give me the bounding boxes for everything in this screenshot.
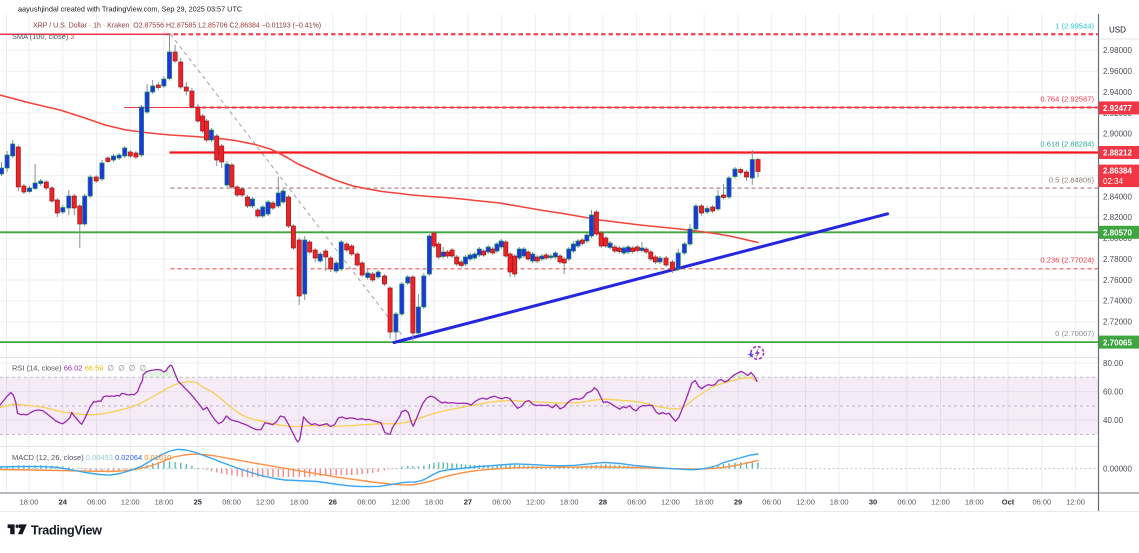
svg-text:0.00000: 0.00000 (1103, 464, 1132, 473)
svg-text:USD: USD (1109, 26, 1126, 35)
svg-text:18:00: 18:00 (20, 498, 39, 507)
svg-text:29: 29 (734, 498, 742, 507)
svg-text:18:00: 18:00 (155, 498, 174, 507)
svg-text:RSI (14, close) 66.02 66.59 ∅: RSI (14, close) 66.02 66.59 ∅ ∅ ∅ ∅ (12, 364, 147, 373)
svg-text:1 (2.99544): 1 (2.99544) (1055, 22, 1094, 31)
svg-text:XRP / U.S. Dollar · 1h · Krake: XRP / U.S. Dollar · 1h · Kraken O2.87556… (33, 22, 321, 29)
svg-text:28: 28 (599, 498, 607, 507)
svg-text:27: 27 (464, 498, 472, 507)
svg-text:2.88212: 2.88212 (1103, 149, 1132, 158)
svg-text:2.70065: 2.70065 (1103, 338, 1132, 347)
svg-text:24: 24 (59, 498, 68, 507)
svg-text:MACD (12, 26, close) 0.00453 0: MACD (12, 26, close) 0.00453 0.02064 0.0… (12, 453, 171, 462)
svg-text:0 (2.70067): 0 (2.70067) (1055, 329, 1094, 338)
svg-text:2.80570: 2.80570 (1103, 229, 1132, 238)
svg-text:SMA (100, close) 3: SMA (100, close) 3 (12, 32, 74, 41)
svg-text:06:00: 06:00 (762, 498, 781, 507)
svg-text:18:00: 18:00 (695, 498, 714, 507)
svg-text:12:00: 12:00 (121, 498, 140, 507)
svg-text:06:00: 06:00 (1032, 498, 1051, 507)
svg-text:06:00: 06:00 (492, 498, 511, 507)
svg-text:06:00: 06:00 (897, 498, 916, 507)
svg-text:06:00: 06:00 (627, 498, 646, 507)
svg-text:12:00: 12:00 (796, 498, 815, 507)
svg-text:06:00: 06:00 (357, 498, 376, 507)
svg-text:12:00: 12:00 (931, 498, 950, 507)
svg-text:12:00: 12:00 (391, 498, 410, 507)
svg-text:2.76000: 2.76000 (1103, 276, 1132, 285)
svg-text:2.96000: 2.96000 (1103, 67, 1132, 76)
svg-text:Oct: Oct (1002, 498, 1015, 507)
svg-text:0.236 (2.77024): 0.236 (2.77024) (1040, 256, 1094, 265)
svg-text:18:00: 18:00 (830, 498, 849, 507)
svg-text:0.764 (2.92587): 0.764 (2.92587) (1040, 95, 1094, 104)
svg-text:2.82000: 2.82000 (1103, 213, 1132, 222)
svg-text:18:00: 18:00 (560, 498, 579, 507)
svg-text:25: 25 (194, 498, 202, 507)
svg-text:2.86384: 2.86384 (1103, 167, 1132, 176)
svg-text:0.618 (2.88284): 0.618 (2.88284) (1040, 140, 1094, 149)
svg-text:2.90000: 2.90000 (1103, 130, 1132, 139)
svg-text:0.5 (2.84806): 0.5 (2.84806) (1049, 176, 1095, 185)
svg-text:02:34: 02:34 (1103, 177, 1124, 186)
svg-text:40.00: 40.00 (1103, 416, 1124, 425)
svg-text:06:00: 06:00 (87, 498, 106, 507)
svg-text:2.94000: 2.94000 (1103, 88, 1132, 97)
svg-text:12:00: 12:00 (1066, 498, 1085, 507)
svg-text:aayushjindal created with Trad: aayushjindal created with TradingView.co… (18, 5, 242, 14)
svg-text:2.74000: 2.74000 (1103, 297, 1132, 306)
svg-text:12:00: 12:00 (661, 498, 680, 507)
svg-text:06:00: 06:00 (222, 498, 241, 507)
svg-text:18:00: 18:00 (290, 498, 309, 507)
svg-text:2.84000: 2.84000 (1103, 192, 1132, 201)
svg-text:12:00: 12:00 (526, 498, 545, 507)
svg-text:2.78000: 2.78000 (1103, 255, 1132, 264)
svg-text:12:00: 12:00 (256, 498, 275, 507)
svg-text:80.00: 80.00 (1103, 359, 1124, 368)
svg-text:2.92477: 2.92477 (1103, 104, 1132, 113)
svg-text:2.72000: 2.72000 (1103, 318, 1132, 327)
svg-text:60.00: 60.00 (1103, 388, 1124, 397)
svg-text:30: 30 (869, 498, 877, 507)
svg-text:2.98000: 2.98000 (1103, 46, 1132, 55)
svg-text:TradingView: TradingView (31, 524, 102, 538)
svg-text:26: 26 (329, 498, 337, 507)
svg-text:18:00: 18:00 (965, 498, 984, 507)
svg-text:18:00: 18:00 (425, 498, 444, 507)
